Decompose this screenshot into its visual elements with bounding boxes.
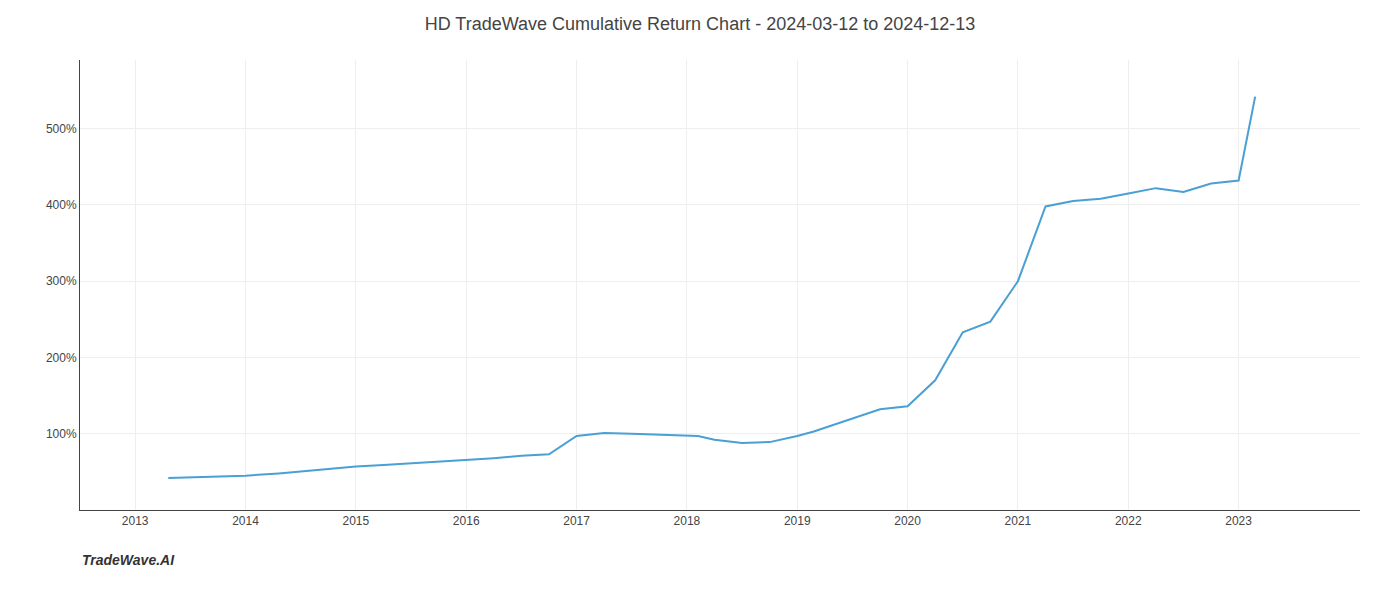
svg-text:2015: 2015 — [343, 514, 370, 528]
svg-text:HD TradeWave Cumulative Return: HD TradeWave Cumulative Return Chart - 2… — [425, 14, 976, 34]
svg-text:TradeWave.AI: TradeWave.AI — [82, 552, 175, 568]
svg-text:100%: 100% — [46, 427, 77, 441]
svg-text:500%: 500% — [46, 122, 77, 136]
svg-text:2023: 2023 — [1225, 514, 1252, 528]
svg-text:2016: 2016 — [453, 514, 480, 528]
svg-text:2021: 2021 — [1005, 514, 1032, 528]
svg-text:2020: 2020 — [894, 514, 921, 528]
svg-text:2018: 2018 — [674, 514, 701, 528]
svg-text:2017: 2017 — [563, 514, 590, 528]
svg-text:400%: 400% — [46, 198, 77, 212]
svg-text:300%: 300% — [46, 274, 77, 288]
svg-text:2013: 2013 — [122, 514, 149, 528]
svg-text:2022: 2022 — [1115, 514, 1142, 528]
svg-text:2014: 2014 — [232, 514, 259, 528]
svg-text:2019: 2019 — [784, 514, 811, 528]
svg-text:200%: 200% — [46, 351, 77, 365]
